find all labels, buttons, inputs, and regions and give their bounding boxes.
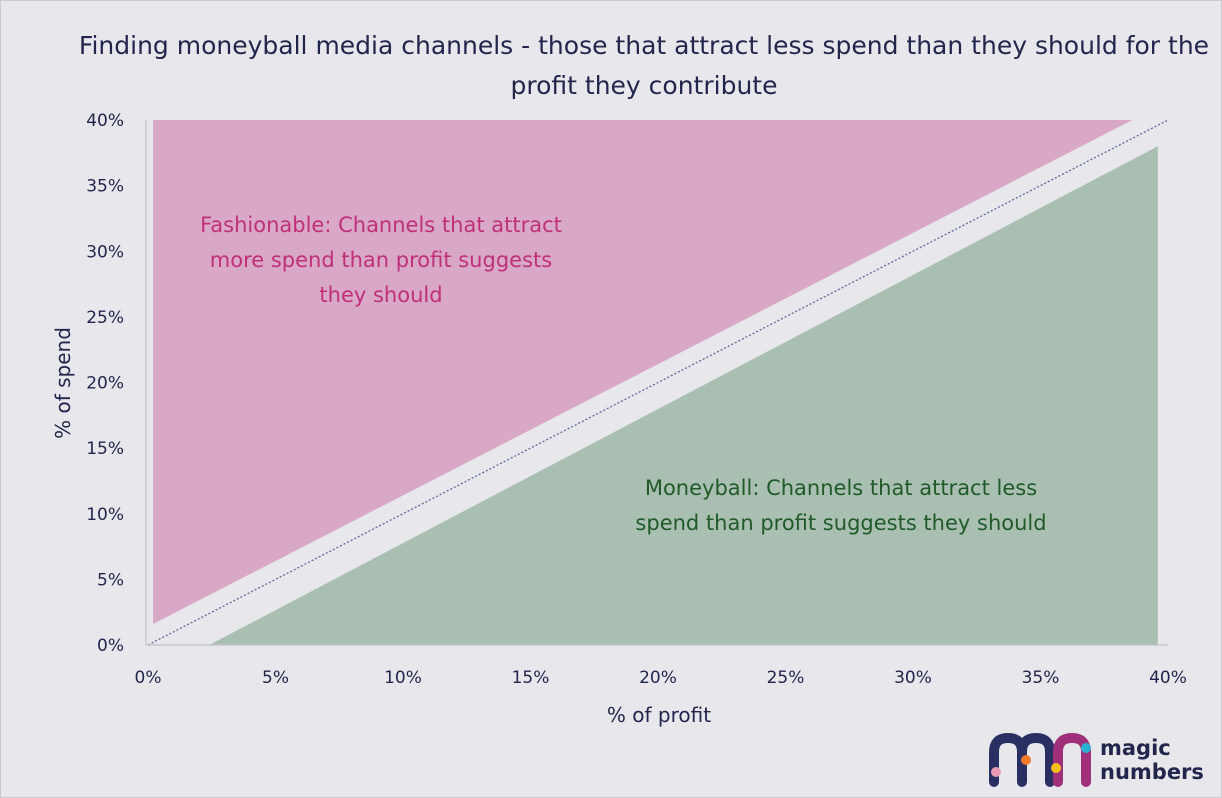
y-tick-label: 20% xyxy=(86,374,124,394)
x-tick-label: 5% xyxy=(262,668,289,688)
x-tick-label: 20% xyxy=(639,668,677,688)
brand-name-line2: numbers xyxy=(1100,760,1204,784)
chart-title: Finding moneyball media channels - those… xyxy=(78,31,1210,100)
x-tick-label: 15% xyxy=(512,668,550,688)
brand-name-line1: magic xyxy=(1100,736,1171,760)
y-tick-label: 15% xyxy=(86,439,124,459)
y-tick-label: 30% xyxy=(86,242,124,262)
magic-numbers-logo-icon xyxy=(989,732,1091,787)
fashionable-region-label: Fashionable: Channels that attract more … xyxy=(200,213,562,307)
y-tick-label: 0% xyxy=(97,636,124,656)
x-tick-label: 35% xyxy=(1022,668,1060,688)
reference-line xyxy=(147,119,1169,646)
x-tick-label: 40% xyxy=(1149,668,1187,688)
x-tick-label: 25% xyxy=(767,668,805,688)
y-tick-label: 25% xyxy=(86,308,124,328)
y-tick-label: 40% xyxy=(86,111,124,131)
y-tick-label: 10% xyxy=(86,505,124,525)
moneyball-region-label: Moneyball: Channels that attract less sp… xyxy=(635,476,1047,535)
moneyball-region xyxy=(209,146,1158,645)
x-tick-label: 0% xyxy=(135,668,162,688)
fashionable-region xyxy=(153,120,1133,624)
brand-name: magic numbers xyxy=(1100,736,1204,784)
y-axis-label: % of spend xyxy=(51,327,75,439)
x-tick-label: 10% xyxy=(384,668,422,688)
y-tick-label: 5% xyxy=(97,570,124,590)
x-tick-label: 30% xyxy=(894,668,932,688)
y-tick-label: 35% xyxy=(86,177,124,197)
x-axis-label: % of profit xyxy=(607,703,711,727)
